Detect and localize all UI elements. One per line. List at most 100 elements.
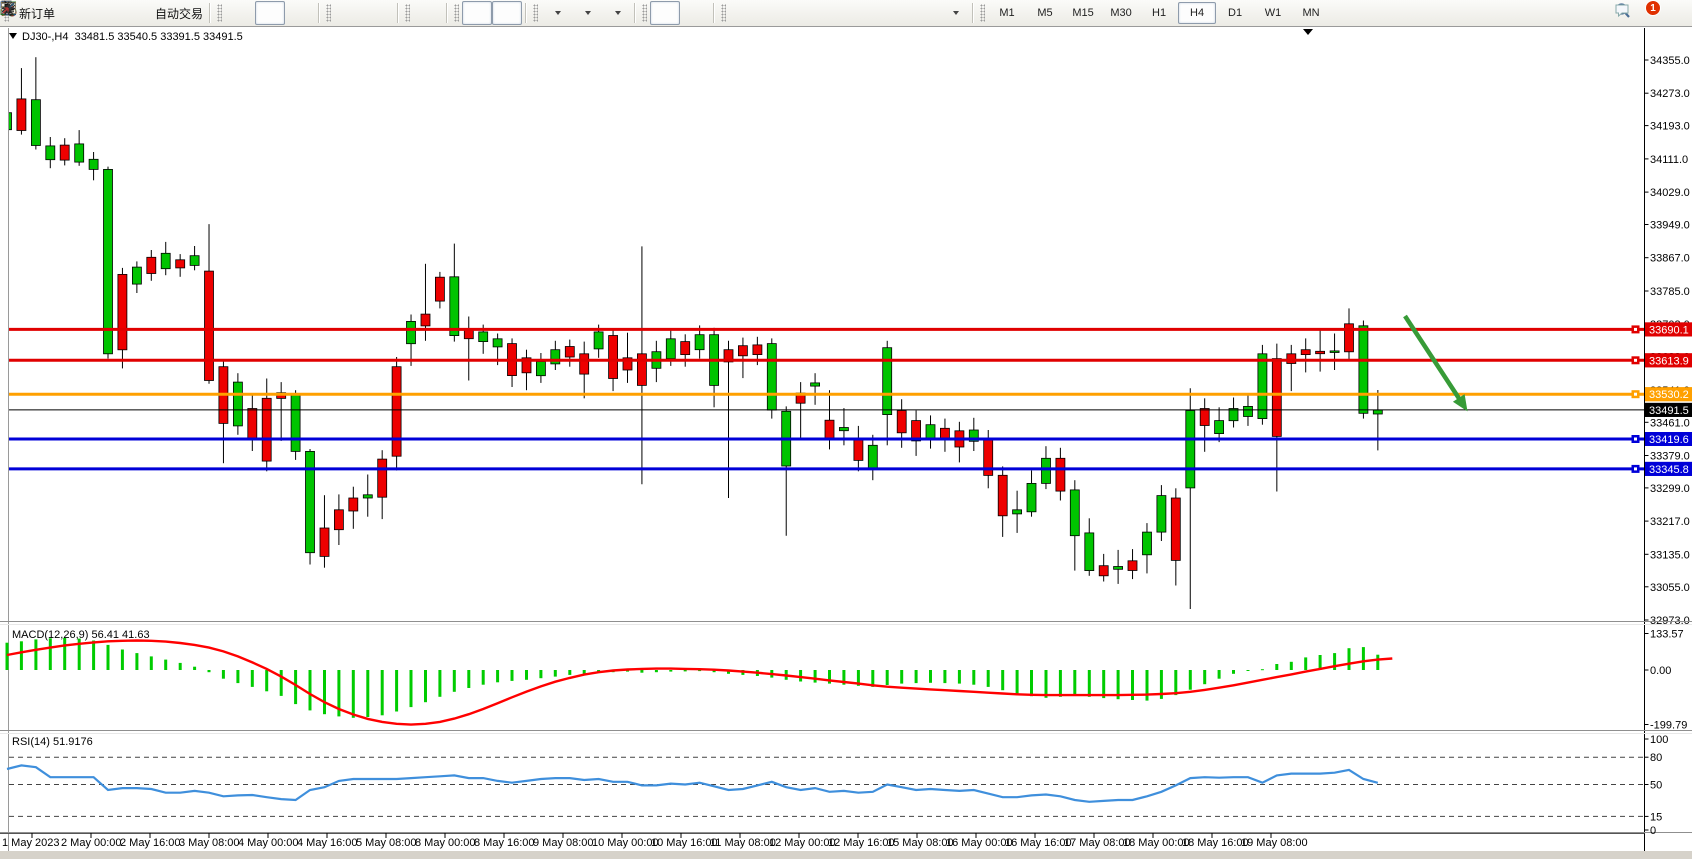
macd-bar-23 [337,670,341,717]
time-label-20[interactable]: 18 May 16:00 [1182,837,1249,849]
toolbar-grip[interactable] [721,4,727,22]
time-label-5[interactable]: 4 May 16:00 [297,837,358,849]
macd-bar-30 [438,670,442,697]
time-label-14[interactable]: 12 May 16:00 [828,837,895,849]
time-label-1[interactable]: 2 May 00:00 [61,837,122,849]
time-label-16[interactable]: 16 May 00:00 [946,837,1013,849]
macd-bar-8 [120,649,124,670]
toolbar-grip[interactable] [642,4,648,22]
svg-text:A: A [4,1,14,16]
candle-53 [766,343,777,411]
fibonacci-button[interactable]: F [2,1,879,25]
candle-61 [882,347,893,416]
candle-31 [449,276,460,336]
sell-arrow-line[interactable] [1403,314,1464,405]
macd-bar-39 [568,670,572,675]
timeframe-h1[interactable]: H1 [1152,7,1167,19]
time-label-18[interactable]: 17 May 08:00 [1064,837,1131,849]
candle-94 [1358,325,1369,414]
candle-37 [536,361,546,377]
time-label-19[interactable]: 18 May 00:00 [1123,837,1190,849]
toolbar-grip[interactable] [326,4,332,22]
macd-bar-80 [1159,670,1163,699]
time-label-0[interactable]: 1 May 2023 [2,837,59,849]
candle-28 [406,320,416,345]
time-label-12[interactable]: 11 May 08:00 [710,837,776,849]
toolbar-separator [446,3,448,23]
time-label-8[interactable]: 8 May 16:00 [474,837,535,849]
macd-bar-28 [409,670,413,708]
toolbar-grip[interactable] [454,4,460,22]
timeframe-m5[interactable]: M5 [1037,7,1053,19]
arrows-button[interactable] [2,1,969,25]
rsi-tick-80: 80 [1650,752,1662,764]
macd-bar-10 [149,656,153,670]
time-label-17[interactable]: 16 May 16:00 [1005,837,1072,849]
macd-bar-78 [1131,670,1134,700]
time-label-21[interactable]: 19 May 08:00 [1241,837,1308,849]
macd-bar-85 [1232,670,1235,674]
candle-13 [189,255,200,266]
candle-73 [1055,457,1066,492]
timeframe-w1[interactable]: W1 [1264,7,1282,19]
macd-bar-20 [294,670,298,705]
macd-bar-92 [1333,653,1337,670]
time-label-7[interactable]: 8 May 00:00 [415,837,476,849]
timeframe-mn[interactable]: MN [1302,7,1320,19]
chevron-down-icon[interactable] [554,11,561,15]
candle-93 [1344,323,1354,353]
macd-bar-67 [972,670,976,685]
toolbar-grip[interactable] [405,4,411,22]
chevron-down-icon[interactable] [952,11,959,15]
chevron-down-icon[interactable] [584,11,591,15]
macd-bar-91 [1318,655,1322,670]
time-label-2[interactable]: 2 May 16:00 [120,837,181,849]
time-label-6[interactable]: 5 May 08:00 [356,837,417,849]
macd-bar-94 [1361,647,1365,670]
timeframe-h4[interactable]: H4 [1178,2,1217,24]
timeframe-m15[interactable]: M15 [1072,7,1094,19]
time-label-4[interactable]: 4 May 00:00 [238,837,299,849]
scroll-to-end-icon[interactable] [1303,29,1313,35]
toolbar-grip[interactable] [980,4,986,22]
candle-58 [839,427,849,432]
candle-90 [1300,349,1311,356]
time-label-13[interactable]: 12 May 00:00 [769,837,836,849]
time-label-9[interactable]: 9 May 08:00 [533,837,594,849]
chevron-down-icon[interactable] [614,11,621,15]
time-label-3[interactable]: 3 May 08:00 [179,837,240,849]
timeframe-m1[interactable]: M1 [999,7,1015,19]
chart-menu-caret-icon[interactable] [9,33,17,39]
candle-77 [1113,566,1123,570]
candle-42 [608,335,618,379]
time-label-11[interactable]: 10 May 16:00 [651,837,718,849]
macd-bar-40 [582,670,586,674]
candle-26 [377,458,388,498]
toolbar-separator [713,3,715,23]
candle-3 [45,145,56,161]
candle-48 [694,334,705,351]
macd-bar-21 [308,670,312,711]
time-label-15[interactable]: 15 May 08:00 [887,837,954,849]
rsi-tick-100: 100 [1650,734,1668,746]
candle-76 [1098,565,1109,577]
candle-22 [319,527,330,557]
timeframe-d1[interactable]: D1 [1228,7,1243,19]
macd-bar-32 [467,670,471,688]
timeframe-m30[interactable]: M30 [1110,7,1132,19]
notifications-button[interactable]: 1 [1615,0,1674,26]
toolbar-grip[interactable] [217,4,223,22]
time-label-10[interactable]: 10 May 00:00 [592,837,659,849]
macd-bar-15 [221,670,225,679]
candle-46 [665,338,676,360]
macd-bar-57 [828,670,831,684]
sell-arrow-head[interactable] [1452,394,1468,412]
candle-0 [9,112,12,131]
toolbar-grip[interactable] [533,4,539,22]
text-button[interactable]: A [4,1,909,25]
macd-bar-64 [929,670,932,683]
candle-71 [1026,482,1037,513]
macd-bar-58 [842,670,846,685]
auto-scroll-button[interactable] [1,1,493,25]
